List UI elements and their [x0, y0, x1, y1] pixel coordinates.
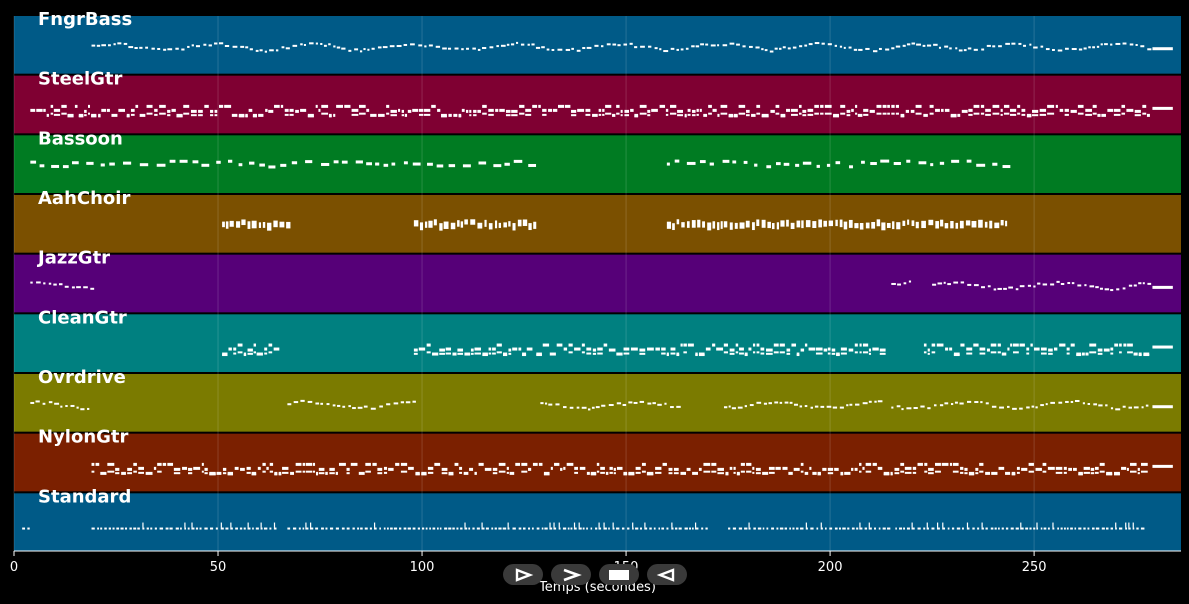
play-icon: [515, 567, 534, 582]
track-notes: [30, 399, 1173, 411]
track-label: NylonGtr: [38, 427, 129, 448]
track-band: [14, 75, 1181, 134]
track-fngrbass: FngrBass: [14, 9, 1181, 74]
track-label: Bassoon: [38, 128, 123, 149]
stop-button[interactable]: [599, 564, 639, 585]
track-label: AahChoir: [38, 188, 130, 209]
track-label: JazzGtr: [36, 248, 110, 269]
track-label: SteelGtr: [38, 69, 123, 90]
x-tick-label: 200: [818, 560, 843, 575]
x-tick-label: 50: [210, 560, 227, 575]
x-tick-label: 250: [1022, 560, 1047, 575]
track-label: CleanGtr: [38, 307, 127, 328]
track-jazzgtr: JazzGtr: [14, 248, 1181, 313]
track-label: FngrBass: [38, 9, 132, 30]
track-band: [14, 374, 1181, 432]
forward-button[interactable]: [551, 564, 591, 585]
track-notes: [30, 159, 1011, 169]
end-note: [1152, 405, 1173, 409]
track-ovrdrive: Ovrdrive: [14, 367, 1181, 432]
rewind-button[interactable]: [647, 564, 687, 585]
end-note: [1152, 464, 1173, 468]
x-tick-label: 0: [10, 560, 18, 575]
track-label: Standard: [38, 486, 131, 507]
track-aahchoir: AahChoir: [14, 188, 1181, 253]
track-label: Ovrdrive: [38, 367, 126, 388]
end-note: [1152, 106, 1173, 110]
track-notes: [22, 522, 1145, 530]
track-band: [14, 254, 1181, 313]
play-button[interactable]: [503, 564, 543, 585]
track-steelgtr: SteelGtr: [14, 69, 1181, 134]
track-notes: [30, 104, 1173, 118]
end-note: [1152, 47, 1173, 51]
end-note: [1152, 345, 1173, 349]
track-notes: [30, 280, 1173, 292]
track-band: [14, 493, 1181, 551]
track-band: [14, 314, 1181, 372]
x-tick-label: 100: [410, 560, 435, 575]
track-band: [14, 16, 1181, 74]
track-band: [14, 135, 1181, 193]
track-standard: Standard: [14, 486, 1181, 551]
track-cleangtr: CleanGtr: [14, 307, 1181, 372]
stop-icon: [609, 569, 629, 580]
track-notes: [222, 343, 1173, 357]
forward-icon: [563, 568, 582, 581]
track-notes: [91, 462, 1173, 476]
track-bassoon: Bassoon: [14, 128, 1181, 193]
end-note: [1152, 285, 1173, 289]
track-notes: [222, 219, 1008, 231]
track-nylongtr: NylonGtr: [14, 427, 1181, 492]
track-band: [14, 433, 1181, 492]
rewind-icon: [656, 567, 675, 582]
track-notes: [91, 41, 1173, 53]
